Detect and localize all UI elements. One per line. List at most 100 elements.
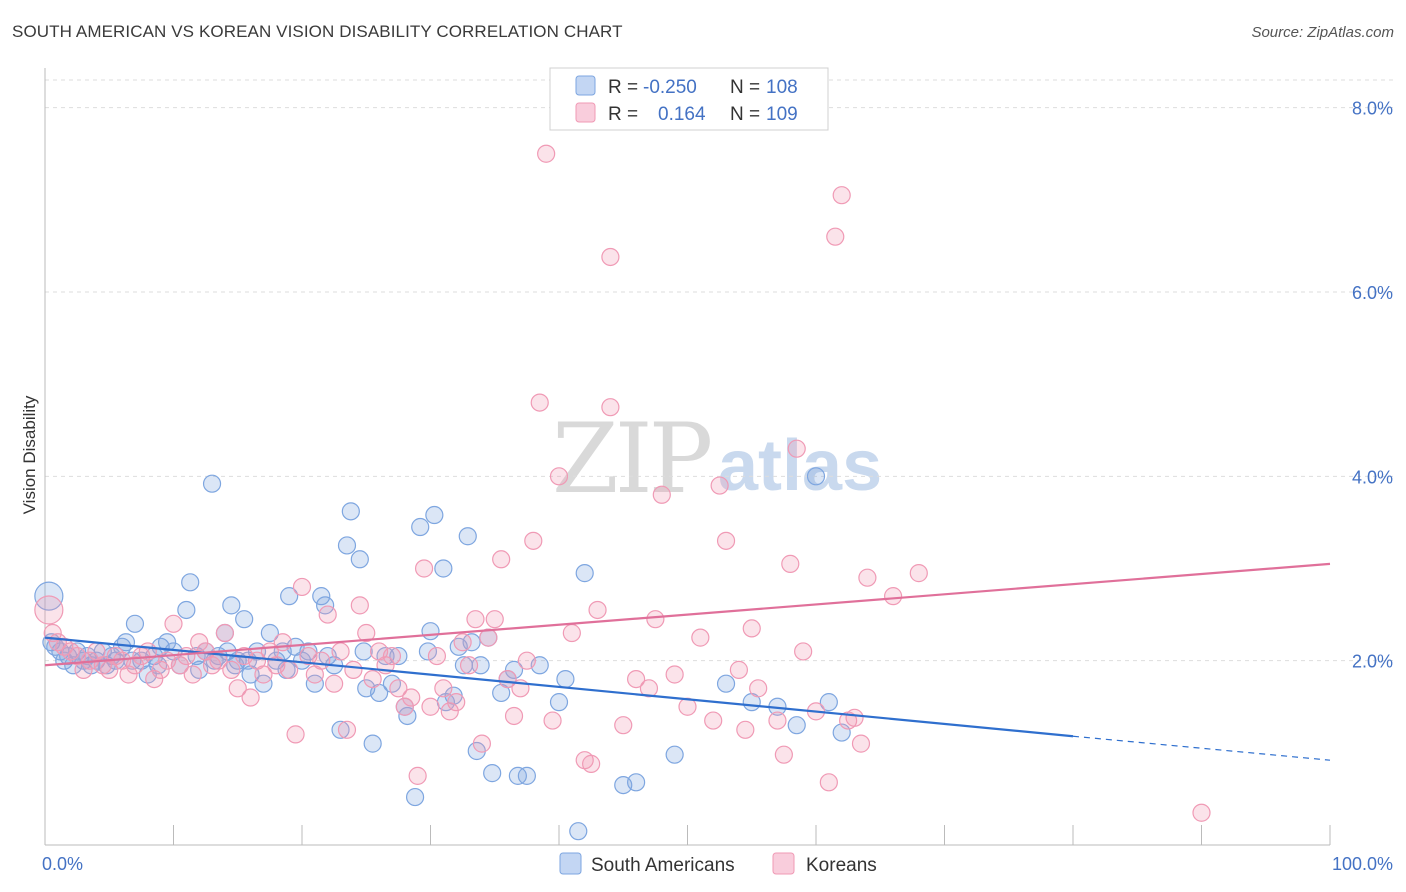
y-axis-label: Vision Disability bbox=[20, 395, 39, 514]
point-koreans-95 bbox=[704, 711, 723, 730]
point-south-americans-104 bbox=[787, 716, 806, 735]
trend-line-koreans bbox=[44, 562, 1331, 667]
x-tick-label-0: 0.0% bbox=[42, 854, 83, 874]
point-south-americans-92 bbox=[517, 766, 536, 785]
point-koreans-13 bbox=[119, 665, 138, 684]
point-koreans-23 bbox=[183, 665, 202, 684]
y-tick-label-1: 4.0% bbox=[1352, 467, 1393, 487]
point-south-americans-68 bbox=[382, 674, 402, 693]
bottom-legend-label-south-americans: South Americans bbox=[591, 855, 735, 876]
point-koreans-34 bbox=[254, 665, 273, 684]
data-points bbox=[34, 144, 1211, 841]
point-koreans-50 bbox=[357, 623, 376, 643]
point-koreans-60 bbox=[421, 697, 440, 716]
point-koreans-83 bbox=[582, 754, 601, 773]
point-koreans-32 bbox=[241, 688, 260, 707]
point-koreans-91 bbox=[652, 485, 671, 504]
point-south-americans-94 bbox=[549, 693, 569, 712]
y-tick-label-3: 8.0% bbox=[1352, 99, 1393, 119]
point-koreans-69 bbox=[479, 628, 498, 647]
tick-labels: 2.0% 4.0% 6.0% 8.0% 0.0% 100.0% bbox=[42, 99, 1393, 874]
point-koreans-40 bbox=[292, 577, 312, 597]
axes bbox=[44, 68, 1331, 846]
point-south-americans-90 bbox=[504, 660, 524, 679]
point-south-americans-63 bbox=[354, 642, 373, 661]
bottom-legend-swatch-koreans bbox=[772, 852, 795, 875]
point-koreans-84 bbox=[588, 600, 607, 620]
point-south-americans-87 bbox=[483, 764, 502, 783]
point-koreans-115 bbox=[883, 587, 903, 606]
chart-title: SOUTH AMERICAN VS KOREAN VISION DISABILI… bbox=[12, 22, 623, 41]
point-koreans-109 bbox=[826, 227, 845, 246]
point-south-americans-55 bbox=[312, 587, 331, 606]
point-koreans-100 bbox=[742, 619, 761, 638]
point-koreans-102 bbox=[768, 711, 787, 730]
point-south-americans-45 bbox=[254, 674, 273, 693]
point-koreans-108 bbox=[819, 773, 838, 792]
point-koreans-73 bbox=[504, 706, 524, 726]
point-koreans-30 bbox=[228, 679, 247, 698]
point-koreans-89 bbox=[639, 679, 659, 698]
point-koreans-55 bbox=[389, 679, 408, 698]
point-koreans-68 bbox=[472, 734, 491, 753]
point-koreans-76 bbox=[524, 531, 543, 550]
point-koreans-28 bbox=[215, 623, 234, 643]
point-koreans-61 bbox=[427, 646, 447, 666]
trend-line-south-americans bbox=[44, 636, 1074, 738]
point-koreans-85 bbox=[601, 247, 620, 267]
watermark-zip: ZIP bbox=[552, 403, 711, 515]
point-koreans-58 bbox=[408, 766, 427, 785]
grid-lines bbox=[45, 79, 1393, 662]
correlation-legend: R = -0.250 N = 108 R = 0.164 N = 109 bbox=[549, 67, 829, 131]
point-south-americans-46 bbox=[260, 623, 279, 643]
point-koreans-54 bbox=[382, 646, 402, 666]
point-south-americans-69 bbox=[389, 646, 408, 666]
legend-r-label-2: R = bbox=[608, 104, 638, 125]
x-tick-label-1: 100.0% bbox=[1332, 854, 1393, 874]
point-south-americans-59 bbox=[331, 720, 350, 739]
legend-n-label-1: N = bbox=[730, 77, 760, 98]
point-koreans-29 bbox=[222, 660, 241, 679]
point-south-americans-101 bbox=[716, 674, 736, 693]
point-koreans-114 bbox=[858, 568, 877, 587]
point-koreans-47 bbox=[337, 720, 357, 739]
point-koreans-86 bbox=[601, 398, 620, 417]
point-south-americans-38 bbox=[222, 596, 241, 615]
point-south-americans-97 bbox=[575, 564, 594, 583]
point-koreans-97 bbox=[716, 531, 736, 550]
point-koreans-62 bbox=[434, 679, 453, 698]
point-koreans-48 bbox=[344, 660, 363, 679]
point-koreans-66 bbox=[459, 656, 479, 675]
point-koreans-79 bbox=[543, 711, 562, 730]
point-south-americans-100 bbox=[665, 745, 684, 764]
series-legend: South Americans Koreans bbox=[559, 852, 877, 876]
watermark-atlas: atlas bbox=[718, 426, 882, 506]
point-koreans-14 bbox=[125, 656, 145, 675]
point-koreans-80 bbox=[549, 467, 569, 486]
point-koreans-87 bbox=[614, 716, 633, 735]
legend-n-value-1: 108 bbox=[766, 77, 798, 98]
point-koreans-3 bbox=[55, 637, 74, 656]
legend-swatch-koreans bbox=[575, 102, 596, 123]
point-south-americans-105 bbox=[806, 467, 826, 486]
y-tick-label-2: 6.0% bbox=[1352, 283, 1393, 303]
point-south-americans-95 bbox=[556, 669, 575, 689]
point-koreans-59 bbox=[414, 559, 434, 578]
point-south-americans-25 bbox=[157, 633, 177, 652]
point-koreans-81 bbox=[562, 623, 581, 643]
point-koreans-37 bbox=[273, 633, 292, 652]
trend-lines bbox=[44, 562, 1331, 761]
point-koreans-17 bbox=[145, 669, 164, 689]
point-koreans-71 bbox=[492, 550, 511, 569]
point-south-americans-61 bbox=[341, 502, 360, 521]
legend-r-value-2: 0.164 bbox=[658, 104, 706, 125]
point-koreans-43 bbox=[312, 651, 331, 670]
y-tick-label-0: 2.0% bbox=[1352, 652, 1393, 672]
point-koreans-99 bbox=[736, 720, 755, 739]
chart-source: Source: ZipAtlas.com bbox=[1251, 24, 1394, 41]
point-south-americans-41 bbox=[235, 610, 254, 629]
point-koreans-92 bbox=[665, 665, 684, 684]
point-south-americans-82 bbox=[458, 527, 477, 546]
point-koreans-70 bbox=[485, 610, 504, 629]
